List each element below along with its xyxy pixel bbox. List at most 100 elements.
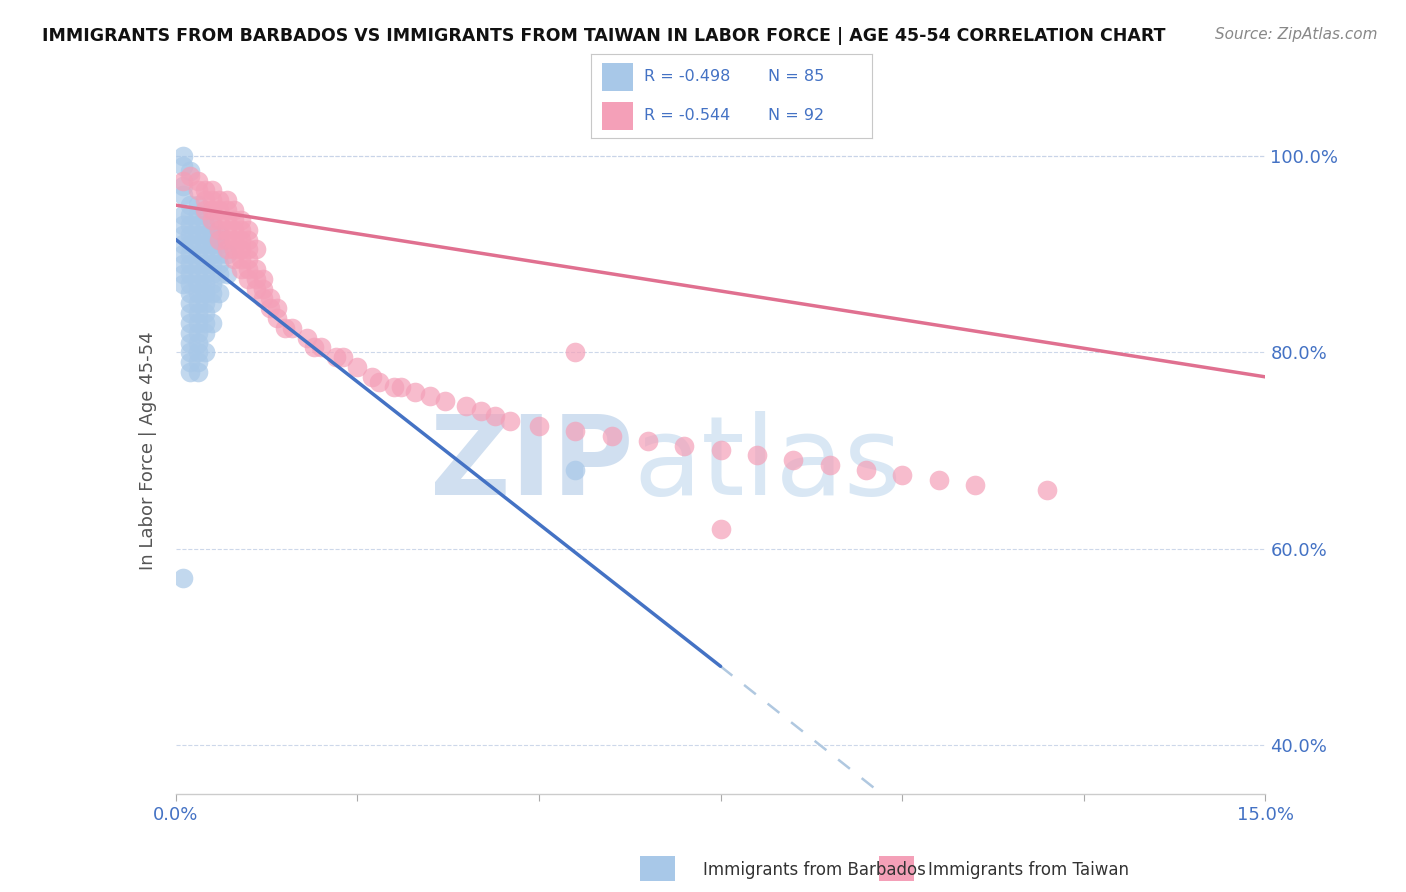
Point — [215, 212, 238, 227]
Point — [259, 291, 281, 305]
Point — [179, 306, 201, 320]
Point — [186, 208, 209, 222]
Point — [186, 365, 209, 379]
Point — [179, 277, 201, 291]
Point — [238, 252, 260, 266]
Point — [194, 218, 217, 232]
Point — [325, 350, 347, 364]
Point — [745, 449, 768, 463]
Point — [201, 237, 224, 252]
Point — [231, 222, 253, 236]
Point — [564, 463, 586, 477]
Point — [179, 169, 201, 183]
Point — [194, 296, 217, 310]
Point — [252, 291, 274, 305]
Point — [194, 306, 217, 320]
Point — [194, 286, 217, 301]
Point — [186, 335, 209, 350]
Point — [179, 365, 201, 379]
Point — [194, 345, 217, 359]
Text: R = -0.498: R = -0.498 — [644, 69, 730, 84]
Point — [238, 242, 260, 257]
Point — [433, 394, 456, 409]
Point — [201, 203, 224, 218]
Point — [179, 296, 201, 310]
Point — [201, 194, 224, 208]
Point — [215, 203, 238, 218]
Point — [201, 212, 224, 227]
Point — [201, 257, 224, 271]
Point — [201, 316, 224, 330]
Point — [1036, 483, 1059, 497]
Point — [179, 267, 201, 281]
Point — [208, 257, 231, 271]
Point — [710, 443, 733, 458]
Point — [238, 232, 260, 246]
Point — [208, 194, 231, 208]
Point — [252, 282, 274, 296]
Point — [172, 208, 194, 222]
Point — [208, 227, 231, 242]
Point — [600, 429, 623, 443]
Point — [208, 237, 231, 252]
Point — [360, 369, 382, 384]
Point — [201, 218, 224, 232]
Point — [186, 237, 209, 252]
Point — [201, 184, 224, 198]
Point — [186, 218, 209, 232]
Point — [179, 335, 201, 350]
Point — [186, 247, 209, 261]
Point — [215, 222, 238, 236]
Point — [499, 414, 522, 428]
Point — [179, 237, 201, 252]
Point — [222, 242, 245, 257]
Point — [222, 203, 245, 218]
Point — [186, 267, 209, 281]
Point — [179, 247, 201, 261]
Point — [194, 208, 217, 222]
Point — [208, 232, 231, 246]
Point — [194, 257, 217, 271]
Point — [208, 286, 231, 301]
Point — [186, 257, 209, 271]
Point — [222, 212, 245, 227]
Point — [231, 242, 253, 257]
Point — [855, 463, 877, 477]
Point — [222, 222, 245, 236]
Point — [222, 252, 245, 266]
Point — [302, 340, 325, 354]
Point — [215, 232, 238, 246]
Point — [194, 184, 217, 198]
Point — [274, 321, 297, 335]
Point — [201, 296, 224, 310]
Point — [179, 218, 201, 232]
Text: IMMIGRANTS FROM BARBADOS VS IMMIGRANTS FROM TAIWAN IN LABOR FORCE | AGE 45-54 CO: IMMIGRANTS FROM BARBADOS VS IMMIGRANTS F… — [42, 27, 1166, 45]
Point — [484, 409, 506, 424]
Point — [186, 227, 209, 242]
Point — [245, 242, 267, 257]
Point — [194, 267, 217, 281]
Point — [215, 194, 238, 208]
Point — [172, 159, 194, 173]
Point — [470, 404, 492, 418]
Point — [332, 350, 354, 364]
Point — [186, 316, 209, 330]
Point — [215, 242, 238, 257]
Point — [201, 227, 224, 242]
Point — [527, 419, 550, 434]
Point — [186, 173, 209, 188]
Point — [172, 227, 194, 242]
Point — [231, 252, 253, 266]
Point — [231, 232, 253, 246]
Point — [891, 467, 914, 482]
Point — [194, 237, 217, 252]
Point — [172, 267, 194, 281]
Point — [186, 184, 209, 198]
Point — [208, 267, 231, 281]
Point — [231, 262, 253, 277]
Point — [186, 345, 209, 359]
Text: N = 92: N = 92 — [768, 108, 824, 123]
Point — [186, 198, 209, 212]
Point — [564, 345, 586, 359]
Point — [179, 227, 201, 242]
